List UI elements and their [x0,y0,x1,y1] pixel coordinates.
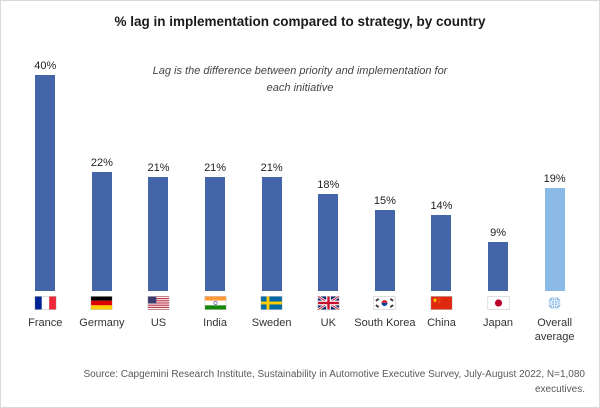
bar-stack: 9% [488,53,509,291]
bar-stack: 21% [147,53,170,291]
bar [148,177,169,291]
bar-value-label: 21% [260,162,283,174]
bar-column: 21% US [130,53,187,345]
chart-title: % lag in implementation compared to stra… [114,14,486,29]
bar-stack: 21% [204,53,226,291]
bar [431,215,452,291]
country-label: Overall average [534,317,575,344]
bar-value-label: 22% [90,157,113,169]
bar-column: 15% South Korea [354,53,416,345]
bar-column: 9% Japan [470,53,527,345]
bar-value-label: 40% [34,60,57,72]
bar-column: 19% Overall average [526,53,583,345]
bar-column: 18% UK [300,53,357,345]
bar-column: 22% Germany [74,53,131,345]
flag-germany-icon [90,296,113,310]
bar-column: 21% Sweden [243,53,300,345]
bar-stack: 40% [34,53,56,291]
bar-value-label: 21% [204,162,227,174]
bar-stack: 18% [317,53,339,291]
bar-value-label: 14% [430,200,453,212]
flag-uk-icon [316,294,340,312]
country-label: South Korea [354,317,416,329]
flag-china-icon [430,296,453,310]
bar [544,188,565,291]
chart-annotation: Lag is the difference between priority a… [152,65,448,94]
bar-value-label: 18% [317,179,340,191]
flag-sweden-icon [260,296,283,310]
bar [35,75,56,291]
bar-value-label: 19% [543,173,566,185]
country-label: India [203,317,227,329]
country-label: Germany [79,317,125,329]
flag-france-icon [34,296,57,310]
bar [488,242,509,291]
bar-stack: 21% [261,53,283,291]
bar-value-label: 21% [147,162,170,174]
bar-stack: 15% [374,53,396,291]
bar [318,194,339,291]
country-label: Japan [483,317,514,329]
bar [91,172,112,291]
bar [261,177,282,291]
bar-stack: 22% [91,53,113,291]
bar-column: 21% India [187,53,244,345]
flag-south-korea-icon [373,296,396,310]
flag-japan-icon [487,296,510,310]
country-label: US [150,317,167,329]
country-label: China [427,317,456,329]
bar-value-label: 15% [373,195,396,207]
country-label: France [28,317,63,329]
flag-us-icon [147,296,170,310]
bar [205,177,226,291]
country-label: Sweden [251,317,292,329]
bar [374,210,395,291]
source-text: Source: Capgemini Research Institute, Su… [83,369,585,395]
flag-india-icon [204,296,227,310]
bar-stack: 14% [430,53,452,291]
bar-stack: 19% [544,53,566,291]
bar-value-label: 9% [490,227,506,239]
country-label: UK [320,317,336,329]
bar-chart: 40% France 22% Germany 21% US 21% India 21% Swede… [17,53,583,345]
bar-column: 14% China [413,53,470,345]
globe-icon [543,296,566,310]
bar-column: 40% France [17,53,74,345]
